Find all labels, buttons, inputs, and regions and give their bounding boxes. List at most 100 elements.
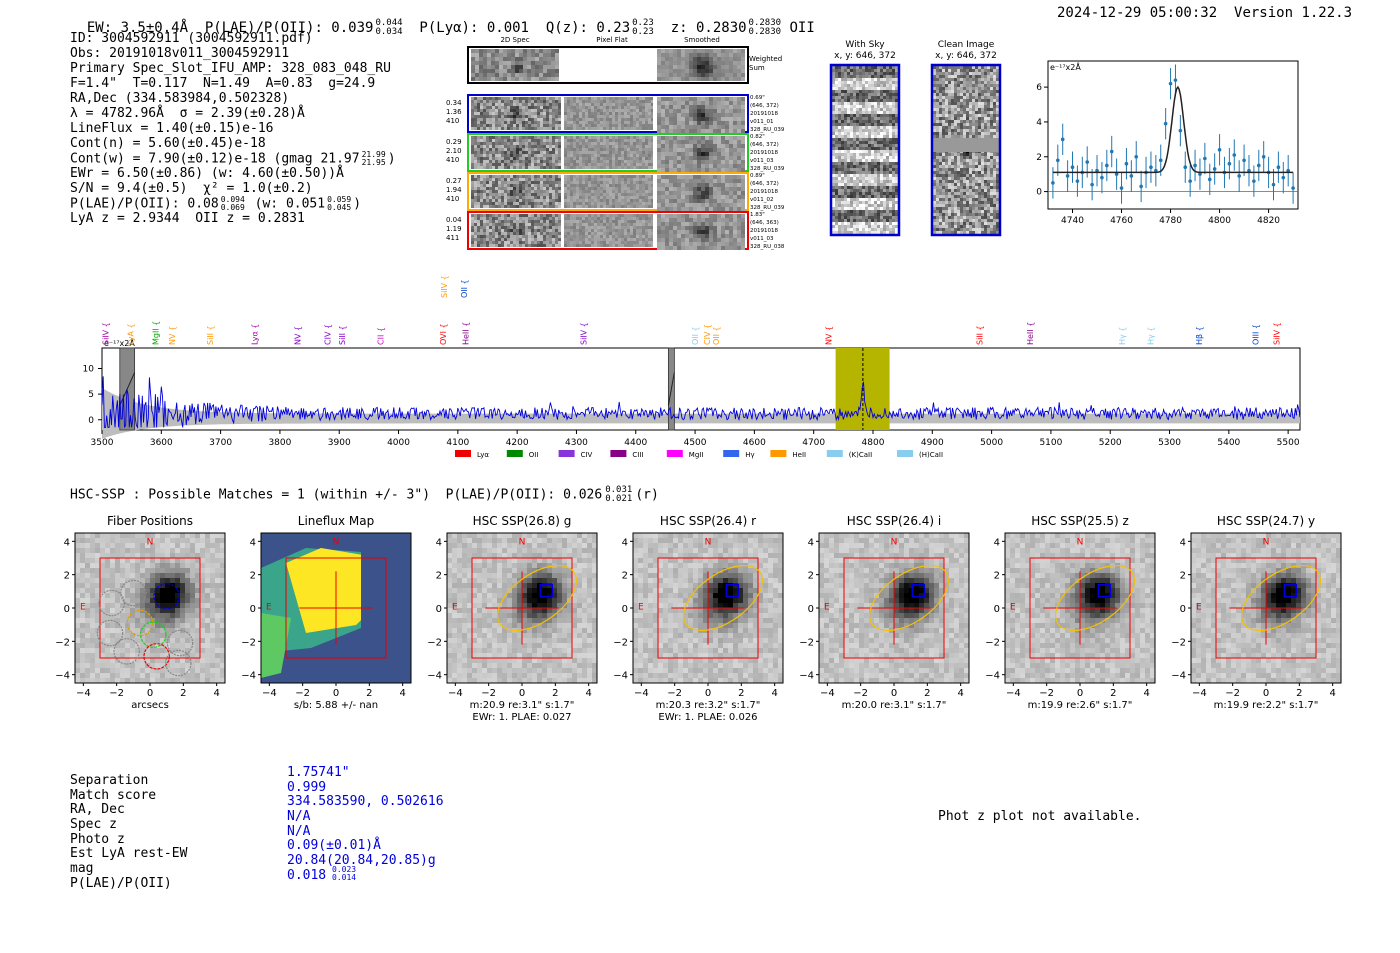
pixel [603,181,606,184]
pixel [841,141,844,144]
pixel [479,69,483,73]
pixel [868,66,871,69]
pixel [486,193,489,196]
pixel [519,232,522,235]
pixel [507,178,510,181]
pixel [832,93,835,96]
pixel [648,196,651,199]
pixel [865,192,868,195]
pixel [573,226,576,229]
pixel [522,178,525,181]
pixel [880,138,883,141]
pixel [841,171,844,174]
pixel [513,136,516,139]
pixel [573,160,576,163]
pixel [665,179,669,183]
pixel [850,213,853,216]
pixel [531,106,534,109]
pixel [540,97,543,100]
pixel [886,177,889,180]
pixel [483,175,486,178]
pixel [591,178,594,181]
pixel [621,139,624,142]
pixel [874,192,877,195]
pixel [495,178,498,181]
pixel [880,111,883,114]
pixel [868,78,871,81]
pixel [531,139,534,142]
pixel [522,241,525,244]
pixel [531,103,534,106]
pixel [886,183,889,186]
pixel [847,93,850,96]
pixel [489,166,492,169]
pixel [874,84,877,87]
pixel [558,178,561,181]
pixel [573,190,576,193]
pixel [665,218,669,222]
pixel [621,193,624,196]
pixel [516,190,519,193]
pixel [522,220,525,223]
row-left-meta: 1.94 [446,186,462,194]
pixel [546,241,549,244]
pixel [552,139,555,142]
pixel [486,187,489,190]
pixel [597,226,600,229]
pixel [737,152,741,156]
pixel [534,157,537,160]
pixel [633,178,636,181]
pixel [733,97,737,101]
pixel [856,156,859,159]
pixel [880,69,883,72]
pixel [507,157,510,160]
pixel [693,191,697,195]
pixel [507,154,510,157]
pixel [697,214,701,218]
pixel [489,121,492,124]
pixel [618,193,621,196]
pixel [847,81,850,84]
pixel [585,100,588,103]
pixel [474,109,477,112]
pixel [701,136,705,140]
pixel [525,142,528,145]
pixel [558,238,561,241]
pixel [669,113,673,117]
pixel [507,187,510,190]
pixel [474,187,477,190]
pixel [579,193,582,196]
pixel [594,241,597,244]
pixel [892,93,895,96]
pixel [886,108,889,111]
pixel [665,238,669,242]
pixel [648,181,651,184]
pixel [630,154,633,157]
pixel [597,196,600,199]
pixel [624,106,627,109]
pixel [633,154,636,157]
pixel [880,210,883,213]
pixel [624,154,627,157]
pixel [576,106,579,109]
pixel [519,142,522,145]
pixel [630,226,633,229]
pixel [558,106,561,109]
pixel [579,238,582,241]
pixel [475,73,479,77]
pixel [471,77,475,81]
pixel [725,136,729,140]
pixel [567,235,570,238]
pixel [677,187,681,191]
pixel [606,238,609,241]
pixel [528,241,531,244]
pixel [525,181,528,184]
pixel [591,121,594,124]
pixel [868,144,871,147]
pixel [886,81,889,84]
pixel [495,53,499,57]
pixel [636,166,639,169]
pixel [489,142,492,145]
pixel [501,235,504,238]
pixel [871,66,874,69]
